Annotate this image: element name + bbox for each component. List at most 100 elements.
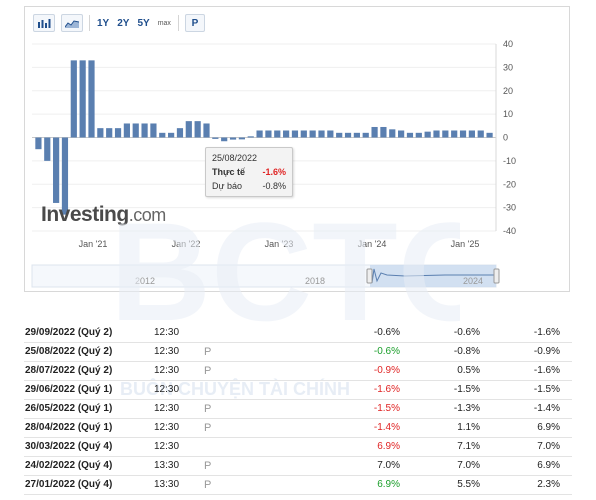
data-bar: [176, 128, 184, 138]
row-forecast: 7.1%: [406, 437, 486, 457]
row-actual: -0.6%: [226, 323, 406, 343]
data-bar: [274, 130, 281, 138]
row-forecast: -1.3%: [406, 399, 486, 419]
table-row: 28/07/2022 (Quý 2) 12:30 P -0.9% 0.5% -1.6%: [24, 361, 572, 381]
tooltip-actual-value: -1.6%: [262, 167, 286, 177]
row-previous: -1.4%: [486, 399, 572, 419]
row-actual: -1.5%: [226, 399, 406, 419]
data-bar: [203, 123, 210, 138]
row-date: 25/08/2022 (Quý 2): [24, 342, 154, 362]
data-bar: [459, 130, 467, 138]
row-time: 12:30: [154, 418, 204, 438]
x-tick-label: Jan '25: [451, 239, 480, 249]
navigator-left-handle[interactable]: [366, 268, 373, 284]
navigator-series-line: [371, 268, 495, 284]
x-tick-label: Jan '24: [358, 239, 387, 249]
navigator-tick-label: 2024: [463, 276, 483, 286]
data-bar: [159, 132, 166, 138]
toolbar-divider: [89, 15, 90, 31]
bar-chart-icon[interactable]: [33, 14, 55, 32]
data-bar: [70, 60, 77, 138]
data-bar: [415, 132, 422, 138]
navigator-right-handle[interactable]: [493, 268, 500, 284]
tooltip-actual-label: Thực tế: [212, 167, 246, 177]
data-bar: [35, 137, 42, 150]
data-bar: [185, 121, 192, 138]
row-previous: 7.0%: [486, 437, 572, 457]
row-previous: 6.9%: [486, 418, 572, 438]
data-bar: [150, 123, 157, 138]
row-forecast: -1.5%: [406, 380, 486, 400]
data-bar: [141, 123, 148, 138]
range-1y-button[interactable]: 1Y: [97, 17, 110, 29]
row-previous: 6.9%: [486, 456, 572, 476]
y-tick-label: -40: [503, 226, 516, 236]
y-tick-label: -20: [503, 179, 516, 189]
navigator-tick-label: 2018: [305, 276, 325, 286]
row-time: 13:30: [154, 456, 204, 476]
row-actual: -1.4%: [226, 418, 406, 438]
table-row: 25/08/2022 (Quý 2) 12:30 P -0.6% -0.8% -0.9%: [24, 342, 572, 362]
data-bar: [451, 130, 458, 138]
row-date: 29/09/2022 (Quý 2): [24, 323, 154, 343]
preliminary-icon: [204, 380, 226, 400]
preliminary-icon: P: [204, 418, 226, 438]
data-bar: [44, 137, 51, 161]
table-row: 26/05/2022 (Quý 1) 12:30 P -1.5% -1.3% -1.4%: [24, 399, 572, 419]
data-bar: [97, 128, 104, 138]
range-2y-button[interactable]: 2Y: [117, 17, 130, 29]
logo-suffix-text: .com: [128, 205, 167, 225]
chart-plot: 40 30 20 10 0 -10 -20 -30 -40 Jan '21 Jan '22 Jan …: [31, 39, 516, 288]
row-forecast: 7.0%: [406, 456, 486, 476]
row-time: 12:30: [154, 380, 204, 400]
tooltip-date: 25/08/2022: [212, 153, 258, 163]
table-row: 30/03/2022 (Quý 4) 12:30 6.9% 7.1% 7.0%: [24, 437, 572, 457]
data-bar: [229, 137, 237, 140]
data-bar: [309, 130, 316, 138]
range-5y-button[interactable]: 5Y: [137, 17, 150, 29]
data-bar: [344, 132, 352, 138]
table-row: 29/09/2022 (Quý 2) 12:30 -0.6% -0.6% -1.6%: [24, 323, 572, 343]
data-bar: [380, 126, 387, 138]
row-date: 28/07/2022 (Quý 2): [24, 361, 154, 381]
y-tick-label: 40: [503, 39, 513, 49]
data-bar: [468, 130, 475, 138]
x-tick-label: Jan '21: [79, 239, 108, 249]
range-max-button[interactable]: max: [157, 19, 171, 27]
data-bar: [398, 130, 405, 138]
data-bar: [336, 132, 343, 138]
row-previous: 2.3%: [486, 475, 572, 495]
row-date: 24/02/2022 (Quý 4): [24, 456, 154, 476]
row-actual: -1.6%: [226, 380, 406, 400]
logo-main-text: Investing: [41, 203, 129, 226]
data-bar: [371, 126, 378, 138]
preliminary-icon: P: [204, 475, 226, 495]
row-date: 30/03/2022 (Quý 4): [24, 437, 154, 457]
data-bar: [168, 132, 175, 138]
row-forecast: -0.8%: [406, 342, 486, 362]
y-tick-label: -30: [503, 203, 516, 213]
data-bar: [194, 121, 201, 138]
area-chart-icon[interactable]: [61, 14, 83, 32]
data-bar: [442, 130, 449, 138]
row-forecast: 5.5%: [406, 475, 486, 495]
data-bar: [79, 60, 86, 138]
preliminary-toggle-button[interactable]: P: [184, 14, 205, 32]
y-tick-label: -10: [503, 156, 516, 166]
data-bar: [291, 130, 299, 138]
data-bar: [132, 123, 139, 138]
row-time: 12:30: [154, 342, 204, 362]
row-date: 27/01/2022 (Quý 4): [24, 475, 154, 495]
data-bar: [424, 131, 431, 138]
table-row: 27/01/2022 (Quý 4) 13:30 P 6.9% 5.5% 2.3%: [24, 475, 572, 495]
preliminary-icon: P: [204, 399, 226, 419]
data-bar: [477, 130, 484, 138]
preliminary-icon: [204, 323, 226, 343]
navigator-selection: [370, 265, 496, 287]
data-bar: [389, 129, 396, 138]
y-tick-label: 20: [503, 86, 513, 96]
row-previous: -1.6%: [486, 323, 572, 343]
data-bar: [300, 130, 307, 138]
data-bar: [114, 128, 122, 138]
data-bar: [406, 132, 414, 138]
